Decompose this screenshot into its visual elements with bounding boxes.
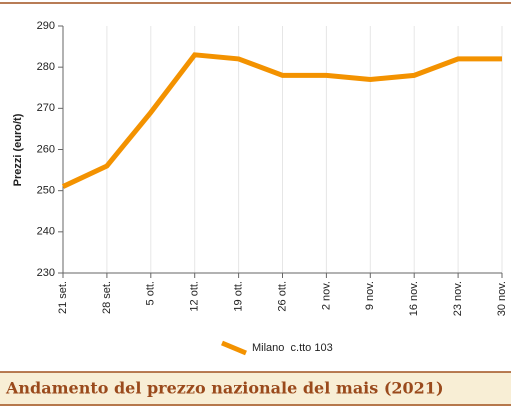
y-tick-label: 270 (37, 102, 55, 114)
y-tick-label: 290 (37, 20, 55, 32)
x-tick-label: 9 nov. (364, 281, 376, 310)
y-tick-label: 250 (37, 185, 55, 197)
data-line (61, 52, 502, 189)
x-tick-label: 12 ott. (189, 281, 201, 312)
x-tick-label: 26 ott. (276, 281, 288, 312)
x-tick-label: 2 nov. (320, 281, 332, 310)
x-tick-label: 30 nov. (496, 281, 508, 316)
x-tick-label: 21 set. (57, 281, 69, 314)
x-tick-label: 16 nov. (408, 281, 420, 316)
legend-label: Milano c.tto 103 (252, 342, 333, 354)
y-tick-label: 230 (37, 267, 55, 279)
legend-swatch (221, 340, 247, 356)
chart-title: Andamento del prezzo nazionale del mais … (5, 379, 444, 398)
x-tick-label: 5 ott. (145, 281, 157, 305)
y-tick-label: 280 (37, 61, 55, 73)
x-tick-label: 28 set. (101, 281, 113, 314)
footer-band (0, 372, 511, 406)
y-tick-label: 260 (37, 143, 55, 155)
y-tick-label: 240 (37, 226, 55, 238)
x-tick-label: 23 nov. (452, 281, 464, 316)
x-tick-label: 19 ott. (233, 281, 245, 312)
y-axis-label: Prezzi (euro/t) (12, 113, 24, 186)
